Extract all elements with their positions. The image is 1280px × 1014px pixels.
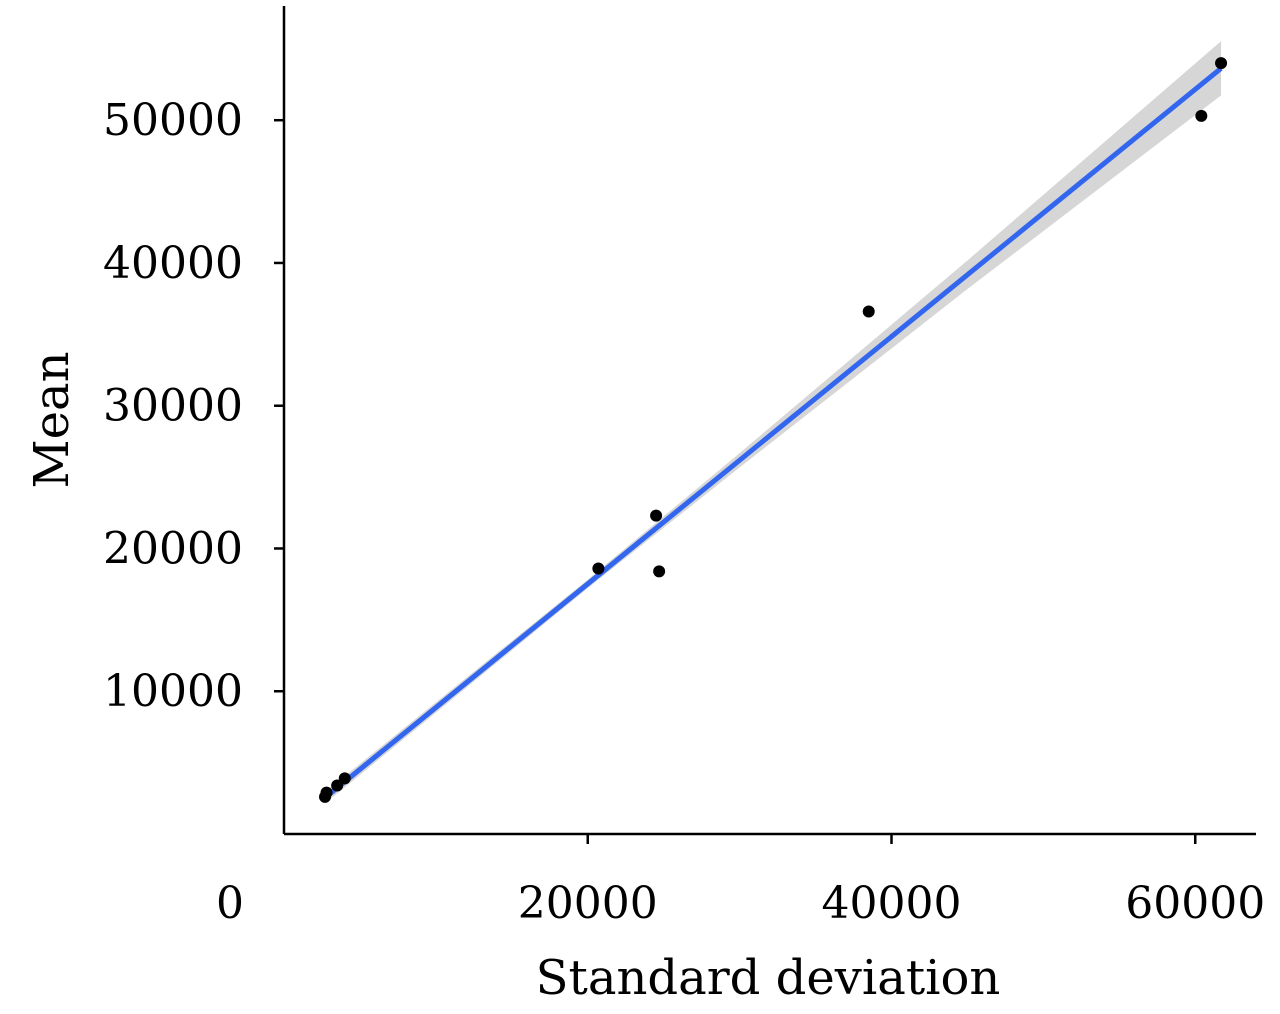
data-point	[331, 779, 344, 792]
y-axis-title: Mean	[24, 351, 80, 488]
data-point	[653, 565, 666, 578]
x-axis-title: Standard deviation	[536, 950, 1001, 1006]
y-tick-label: 20000	[103, 523, 243, 574]
x-tick-label: 20000	[518, 878, 658, 929]
y-tick-label: 10000	[103, 666, 243, 717]
data-point	[1215, 57, 1228, 70]
data-point	[862, 305, 875, 318]
y-tick-label: 30000	[103, 381, 243, 432]
fit-line	[323, 66, 1223, 800]
axes-layer	[282, 6, 1256, 836]
y-ticks-layer: 10000 20000 30000 40000 50000	[103, 95, 284, 717]
y-tick-label: 50000	[103, 95, 243, 146]
data-point	[650, 509, 663, 522]
data-point	[320, 786, 333, 799]
y-tick-label: 40000	[103, 238, 243, 289]
fit-line-layer	[323, 66, 1223, 800]
data-point	[1195, 109, 1208, 122]
data-points-layer	[319, 57, 1228, 803]
data-point	[338, 772, 351, 785]
x-tick-label: 0	[216, 878, 244, 929]
x-tick-label: 60000	[1125, 878, 1265, 929]
x-tick-label: 40000	[822, 878, 962, 929]
x-ticks-layer: 0 20000 40000 60000	[216, 834, 1265, 929]
data-point	[592, 562, 605, 575]
